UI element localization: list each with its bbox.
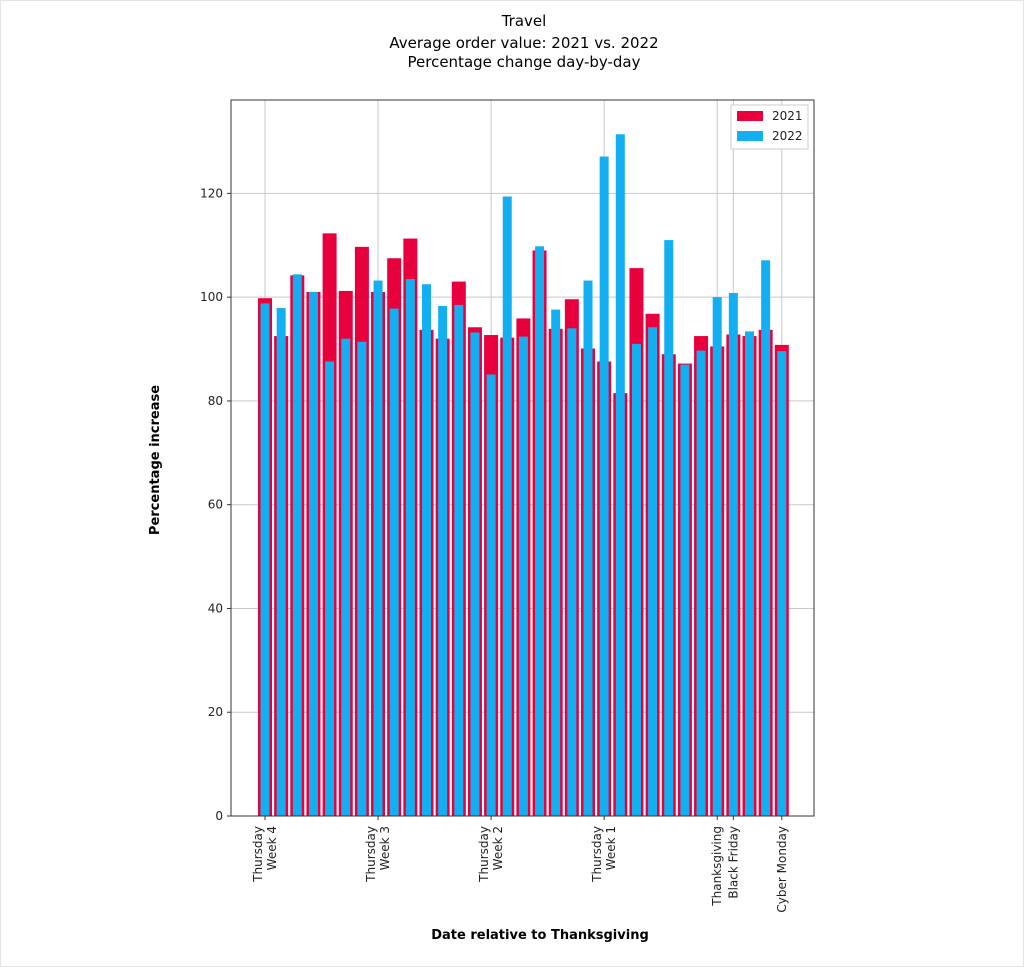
bar-2022 — [777, 351, 787, 816]
bar-2022 — [470, 332, 480, 816]
x-axis-label: Date relative to Thanksgiving — [431, 928, 649, 943]
x-tick-label: Thursday — [364, 826, 378, 883]
bar-2022 — [373, 280, 383, 816]
bar-2022 — [341, 338, 351, 816]
legend: 2021 2022 — [730, 104, 809, 150]
y-axis-label: Percentage increase — [148, 385, 163, 535]
bar-2022 — [502, 196, 512, 817]
bar-2022 — [422, 284, 431, 816]
x-tick-label: Thursday — [251, 826, 265, 883]
chart-title-line: Travel — [501, 12, 547, 30]
y-tick-label: 20 — [208, 705, 223, 719]
bar-2022 — [761, 260, 771, 816]
bars — [258, 134, 789, 817]
bar-2022 — [438, 305, 448, 816]
bar-2022 — [518, 336, 528, 816]
bar-2022 — [325, 361, 335, 816]
bar-2022 — [664, 240, 674, 816]
chart-subtitle-line: Percentage change day-by-day — [408, 53, 641, 71]
bar-2022 — [745, 331, 754, 816]
x-tick-label: Cyber Monday — [775, 826, 789, 913]
bar-2022 — [567, 328, 577, 816]
bar-2022 — [389, 308, 399, 816]
bar-2022 — [535, 246, 545, 816]
bar-2022 — [292, 274, 302, 816]
bar-2022 — [583, 280, 593, 816]
bar-2022 — [696, 350, 706, 816]
y-tick-label: 60 — [208, 498, 223, 512]
bar-2022 — [454, 304, 464, 816]
x-tick-label: Thursday — [590, 826, 604, 883]
bar-2022 — [728, 293, 738, 817]
y-tick-label: 120 — [200, 186, 223, 200]
bar-2022 — [680, 364, 690, 816]
y-tick-label: 40 — [208, 601, 223, 615]
x-tick-label: Week 2 — [491, 826, 505, 870]
bar-2022 — [308, 291, 318, 816]
legend-label-2022: 2022 — [772, 129, 803, 143]
bar-2022 — [615, 134, 625, 817]
x-tick-label: Black Friday — [726, 826, 740, 899]
y-tick-label: 100 — [200, 290, 223, 304]
plot-area-frame — [230, 99, 815, 817]
bar-2022 — [551, 309, 561, 816]
bar-2022 — [631, 343, 641, 816]
bar-2022 — [276, 308, 286, 816]
chart-subtitle-line: Average order value: 2021 vs. 2022 — [389, 34, 658, 52]
bar-2022 — [357, 341, 367, 816]
y-tick-label: 0 — [215, 809, 223, 823]
legend-swatch-2021 — [737, 111, 763, 121]
bar-2022 — [486, 374, 496, 816]
bar-2022 — [260, 303, 270, 816]
x-tick-label: Week 4 — [265, 826, 279, 870]
legend-swatch-2022 — [737, 131, 763, 141]
x-tick-label: Thursday — [477, 826, 491, 883]
chart-title: Travel Average order value: 2021 vs. 202… — [389, 12, 658, 71]
y-tick-label: 80 — [208, 394, 223, 408]
bar-2022 — [405, 279, 415, 816]
x-tick-label: Week 3 — [378, 826, 392, 870]
bar-2022 — [648, 327, 658, 816]
y-axis: 0 20 40 60 80 100 120 — [200, 186, 231, 823]
legend-label-2021: 2021 — [772, 109, 803, 123]
x-tick-label: Thanksgiving — [710, 826, 724, 907]
bar-2022 — [712, 297, 722, 816]
x-axis: Thursday Week 4 Thursday Week 3 Thursday Week… — [251, 816, 789, 913]
bar-2022 — [599, 156, 609, 817]
x-tick-label: Week 1 — [604, 826, 618, 870]
